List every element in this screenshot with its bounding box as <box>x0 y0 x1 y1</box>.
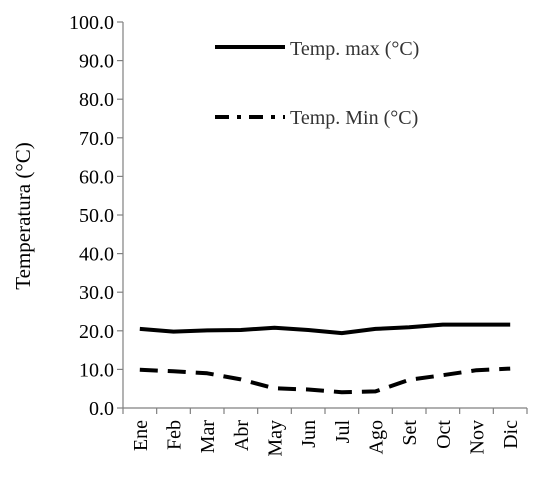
legend: Temp. max (°C) Temp. Min (°C) <box>215 38 419 129</box>
x-tick-label: May <box>265 420 287 457</box>
y-tick-label: 50.0 <box>79 205 114 227</box>
y-tick-label: 0.0 <box>89 398 114 420</box>
x-tick-labels: Ene Feb Mar Abr May Jun Jul Ago Set Oct Nov Dic <box>130 420 522 457</box>
y-tick-label: 80.0 <box>79 89 114 111</box>
x-tick-label: Feb <box>164 420 186 450</box>
x-tick-label: Jul <box>332 420 354 444</box>
y-tick-label: 70.0 <box>79 128 114 150</box>
x-tick-label: Abr <box>231 420 253 451</box>
y-tick-label: 20.0 <box>79 321 114 343</box>
axes <box>117 21 528 414</box>
x-tick-label: Oct <box>433 420 455 449</box>
y-tick-label: 60.0 <box>79 166 114 188</box>
x-tick-label: Ene <box>130 420 152 451</box>
y-axis-title: Temperatura (°C) <box>11 142 35 289</box>
x-tick-label: Mar <box>197 420 219 454</box>
y-tick-labels: 0.0 10.0 20.0 30.0 40.0 50.0 60.0 70.0 80.0 90.0 1… <box>69 12 114 420</box>
y-tick-label: 100.0 <box>69 12 114 34</box>
x-tick-label: Jun <box>298 420 320 448</box>
series-line-temp-min <box>139 366 511 395</box>
x-tick-label: Nov <box>467 420 489 454</box>
y-tick-label: 90.0 <box>79 51 114 73</box>
x-tick-label: Dic <box>500 420 522 449</box>
x-tick-label: Set <box>399 420 421 446</box>
series-lines <box>139 322 511 395</box>
legend-label-temp-max: Temp. max (°C) <box>290 38 419 60</box>
y-tick-label: 40.0 <box>79 244 114 266</box>
series-line-temp-max <box>139 322 511 336</box>
y-tick-label: 30.0 <box>79 282 114 304</box>
legend-label-temp-min: Temp. Min (°C) <box>290 107 418 129</box>
x-tick-label: Ago <box>366 420 388 454</box>
y-tick-label: 10.0 <box>79 359 114 381</box>
